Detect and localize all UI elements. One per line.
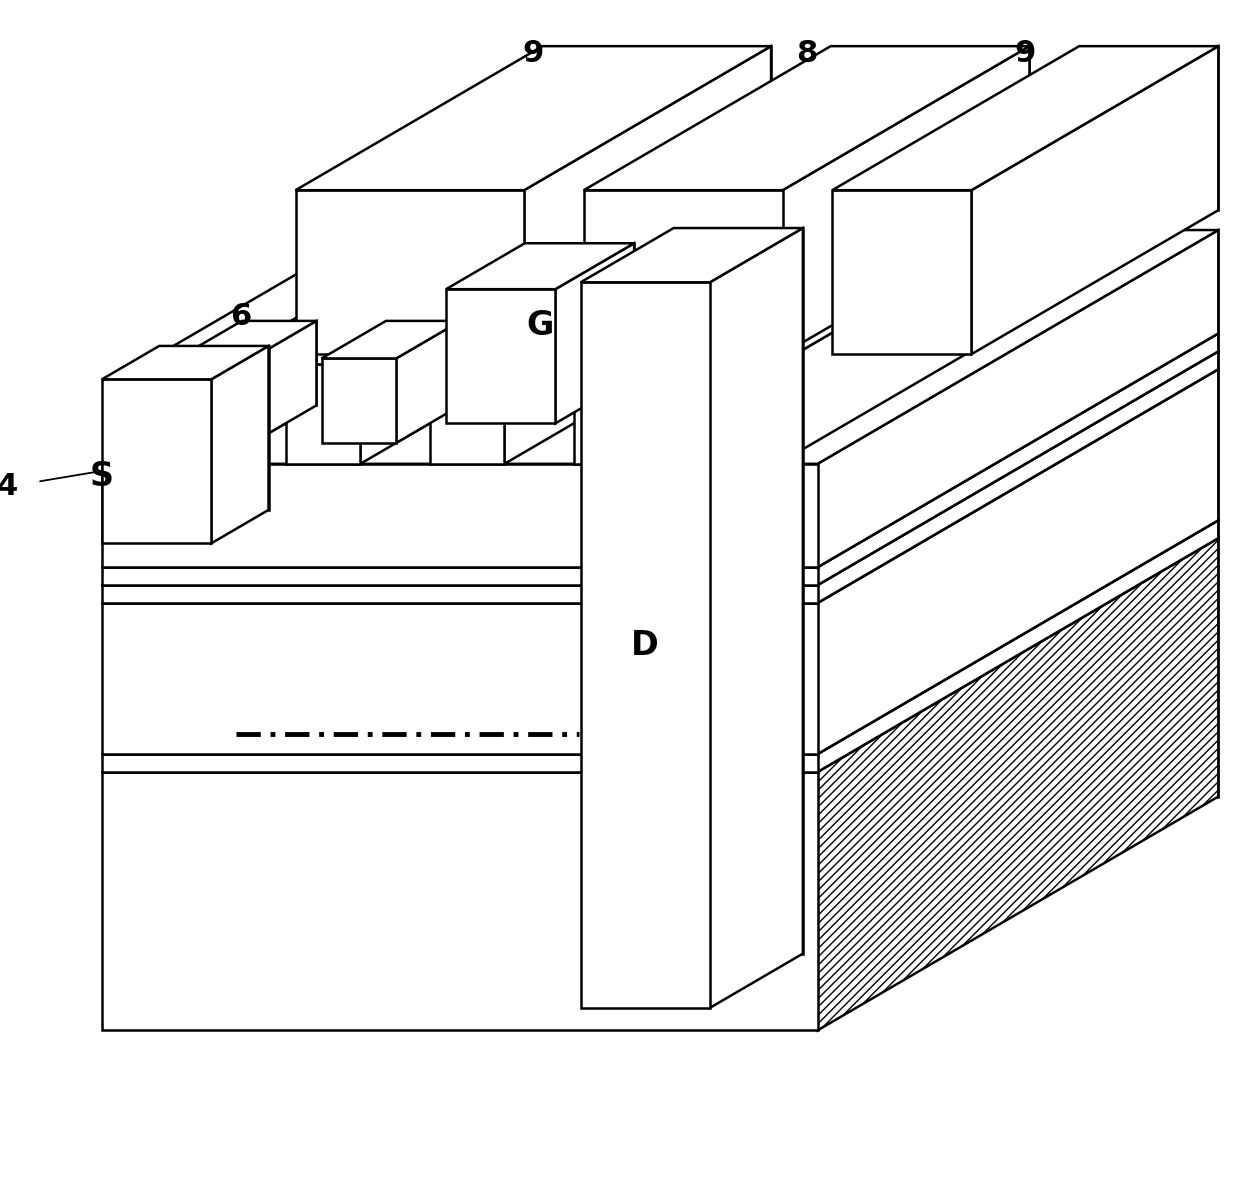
Polygon shape: [584, 47, 1029, 190]
Text: 5: 5: [1185, 519, 1215, 548]
Polygon shape: [502, 333, 1219, 351]
Polygon shape: [102, 333, 1219, 567]
Polygon shape: [831, 47, 1029, 210]
Polygon shape: [584, 190, 782, 354]
Text: 9: 9: [1014, 39, 1035, 68]
Polygon shape: [102, 520, 1219, 754]
Polygon shape: [177, 358, 252, 443]
Polygon shape: [502, 230, 1219, 333]
Polygon shape: [211, 346, 269, 543]
Polygon shape: [430, 131, 905, 364]
Polygon shape: [542, 131, 618, 230]
Text: 9: 9: [522, 39, 544, 68]
Polygon shape: [817, 538, 1219, 1031]
Polygon shape: [1109, 131, 1178, 230]
Polygon shape: [649, 131, 1049, 464]
Polygon shape: [242, 321, 316, 406]
Text: 2: 2: [1185, 340, 1215, 369]
Polygon shape: [673, 228, 802, 953]
Polygon shape: [102, 379, 211, 543]
Polygon shape: [102, 230, 1219, 464]
Polygon shape: [502, 369, 1219, 520]
Text: 7: 7: [1185, 265, 1215, 295]
Polygon shape: [321, 358, 396, 443]
Polygon shape: [556, 243, 634, 424]
Text: 1: 1: [1185, 431, 1215, 459]
Polygon shape: [141, 364, 216, 464]
Polygon shape: [102, 351, 1219, 585]
Text: 3: 3: [1185, 322, 1215, 351]
Polygon shape: [542, 47, 771, 210]
Polygon shape: [502, 538, 1219, 797]
Polygon shape: [102, 464, 817, 567]
Polygon shape: [386, 321, 460, 406]
Polygon shape: [832, 47, 1219, 190]
Polygon shape: [817, 369, 1219, 754]
Text: G: G: [527, 309, 554, 342]
Polygon shape: [252, 321, 316, 443]
Polygon shape: [580, 283, 709, 1008]
Polygon shape: [102, 754, 817, 772]
Polygon shape: [574, 364, 649, 464]
Polygon shape: [505, 131, 905, 464]
Polygon shape: [177, 321, 316, 358]
Text: 4: 4: [0, 472, 19, 501]
Polygon shape: [446, 289, 556, 424]
Text: S: S: [91, 460, 114, 493]
Polygon shape: [525, 47, 771, 354]
Polygon shape: [708, 364, 777, 464]
Polygon shape: [525, 243, 634, 377]
Text: D: D: [631, 629, 660, 662]
Polygon shape: [159, 346, 269, 509]
Polygon shape: [295, 47, 771, 190]
Polygon shape: [709, 228, 802, 1008]
Polygon shape: [817, 333, 1219, 585]
Polygon shape: [446, 243, 634, 289]
Polygon shape: [102, 585, 817, 602]
Polygon shape: [971, 47, 1219, 354]
Polygon shape: [102, 772, 817, 1031]
Polygon shape: [361, 131, 761, 464]
Polygon shape: [832, 190, 971, 354]
Polygon shape: [102, 538, 1219, 772]
Polygon shape: [502, 520, 1219, 538]
Polygon shape: [102, 567, 817, 585]
Polygon shape: [782, 47, 1029, 354]
Polygon shape: [430, 364, 505, 464]
Polygon shape: [321, 321, 460, 358]
Text: 6: 6: [231, 302, 252, 332]
Polygon shape: [102, 602, 817, 754]
Polygon shape: [777, 131, 1178, 464]
Text: 8: 8: [796, 39, 817, 68]
Polygon shape: [975, 131, 1049, 230]
Polygon shape: [817, 351, 1219, 602]
Polygon shape: [1079, 47, 1219, 210]
Polygon shape: [831, 131, 905, 230]
Polygon shape: [216, 131, 618, 464]
Polygon shape: [687, 131, 761, 230]
Polygon shape: [396, 321, 460, 443]
Polygon shape: [286, 131, 761, 364]
Polygon shape: [102, 346, 269, 379]
Polygon shape: [708, 131, 1178, 364]
Polygon shape: [574, 131, 1049, 364]
Polygon shape: [580, 228, 802, 283]
Polygon shape: [102, 369, 1219, 602]
Polygon shape: [141, 131, 618, 364]
Polygon shape: [502, 351, 1219, 369]
Polygon shape: [295, 190, 525, 354]
Polygon shape: [817, 230, 1219, 567]
Polygon shape: [286, 364, 361, 464]
Polygon shape: [817, 520, 1219, 772]
